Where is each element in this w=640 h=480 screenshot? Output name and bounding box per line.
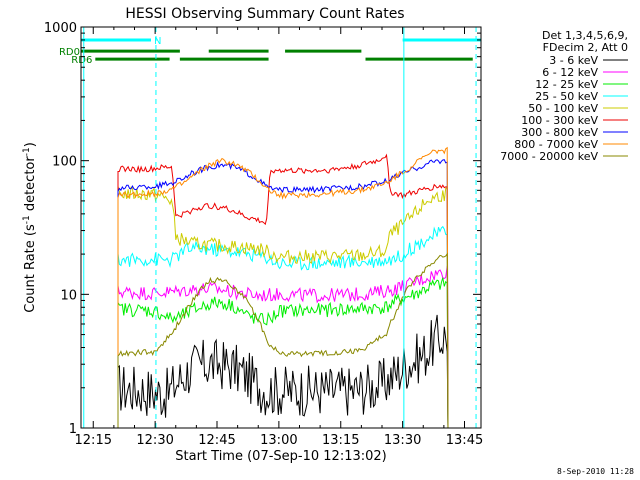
series-line-100-300-keV [117,153,449,429]
series-line-50-100-keV [117,186,449,429]
legend: Det 1,3,4,5,6,9, FDecim 2, Att 0 3 - 6 k… [500,29,628,163]
x-tick-label: 12:45 [198,433,235,448]
x-axis-label: Start Time (07-Sep-10 12:13:02) [175,449,386,464]
legend-label: 25 - 50 keV [535,90,598,103]
flag-label-rd6: RD6 [71,55,92,66]
legend-label: 300 - 800 keV [521,126,598,139]
legend-label: 7000 - 20000 keV [500,150,598,163]
series-line-7000-20000-keV [117,252,449,429]
chart-title: HESSI Observing Summary Count Rates [125,6,404,22]
legend-label: 12 - 25 keV [535,78,598,91]
y-tick-label: 1 [69,422,77,437]
series-line-3-6-keV [117,314,449,429]
y-tick-label: 100 [52,155,77,170]
y-axis-label: Count Rate (s-1 detector-1) [22,142,38,313]
series-line-25-50-keV [117,225,449,429]
legend-label: 3 - 6 keV [549,54,598,67]
legend-header-detectors: Det 1,3,4,5,6,9, [542,29,628,42]
y-tick-label: 10 [60,288,77,303]
series-line-800-7000-keV [117,146,449,429]
x-tick-label: 12:30 [136,433,173,448]
legend-label: 800 - 7000 keV [514,138,598,151]
plot-timestamp: 8-Sep-2010 11:28 [556,467,634,476]
legend-label: 6 - 12 keV [542,66,598,79]
marker-layer [83,27,477,428]
tick-layer: 12:15 12:30 12:45 13:00 13:15 13:30 13:45 1 10 10… [44,21,483,448]
legend-label: 100 - 300 keV [521,114,598,127]
series-layer [117,146,449,429]
x-tick-label: 13:45 [446,433,483,448]
y-tick-label: 1000 [44,21,77,36]
flag-label-n: N [154,36,161,47]
x-tick-label: 13:15 [322,433,359,448]
flag-label-rd0: RD0 [59,47,80,58]
x-tick-label: 13:00 [260,433,297,448]
x-tick-label: 12:15 [75,433,112,448]
series-line-12-25-keV [117,277,449,429]
series-line-6-12-keV [117,265,449,429]
legend-label: 50 - 100 keV [528,102,598,115]
x-tick-label: 13:30 [384,433,421,448]
plot-frame [80,26,482,429]
legend-header-decimation: FDecim 2, Att 0 [543,41,628,54]
